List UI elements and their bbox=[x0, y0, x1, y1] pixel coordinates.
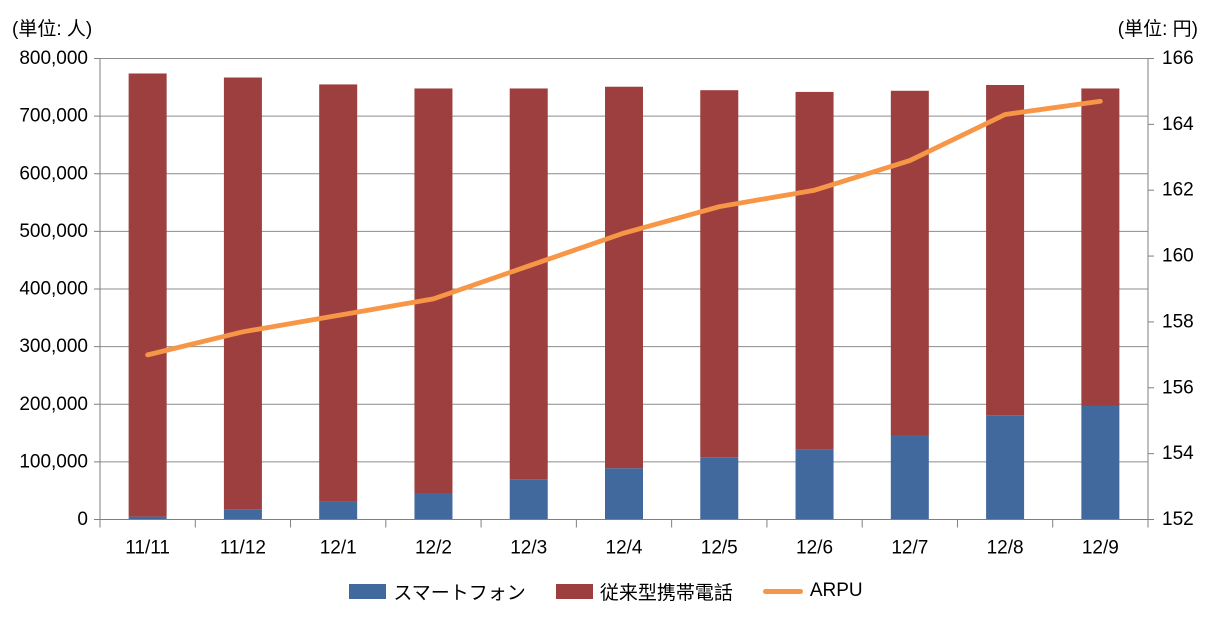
bar-segment-feature-phone bbox=[319, 84, 358, 502]
x-axis-category-label: 12/4 bbox=[606, 538, 643, 559]
legend-label-feature-phone: 従来型携帯電話 bbox=[599, 582, 733, 604]
legend-item-smartphone: スマートフォン bbox=[349, 578, 526, 605]
bar-segment-feature-phone bbox=[128, 73, 167, 517]
bar-segment-feature-phone bbox=[795, 91, 834, 450]
legend-item-feature-phone: 従来型携帯電話 bbox=[555, 578, 733, 605]
bar-segment-smartphone bbox=[795, 449, 834, 520]
right-axis-unit-label: (単位: 円) bbox=[1117, 19, 1198, 40]
bar-segment-smartphone bbox=[890, 435, 929, 520]
left-axis-tick-label: 100,000 bbox=[19, 451, 88, 472]
left-axis-tick-label: 600,000 bbox=[19, 163, 88, 184]
right-axis-tick-label: 158 bbox=[1162, 311, 1194, 332]
bar-segment-smartphone bbox=[509, 479, 548, 520]
right-axis-tick-label: 152 bbox=[1162, 509, 1194, 530]
bar-segment-smartphone bbox=[1081, 405, 1120, 520]
bar-segment-feature-phone bbox=[1081, 88, 1120, 406]
legend-label-arpu: ARPU bbox=[809, 580, 863, 601]
left-axis-tick-label: 300,000 bbox=[19, 336, 88, 357]
bar-segment-smartphone bbox=[223, 509, 262, 520]
bar-segment-feature-phone bbox=[414, 88, 453, 493]
legend-label-smartphone: スマートフォン bbox=[393, 582, 526, 604]
x-axis-category-label: 12/6 bbox=[796, 538, 833, 559]
x-axis-category-label: 12/1 bbox=[320, 538, 357, 559]
right-axis-tick-label: 162 bbox=[1162, 180, 1194, 201]
x-axis-category-label: 12/7 bbox=[891, 538, 928, 559]
left-axis-tick-label: 200,000 bbox=[19, 394, 88, 415]
legend: スマートフォン 従来型携帯電話 ARPU bbox=[0, 576, 1212, 606]
left-axis-tick-label: 400,000 bbox=[19, 279, 88, 300]
legend-swatch-feature-phone bbox=[555, 583, 593, 599]
left-axis-tick-label: 800,000 bbox=[19, 48, 88, 69]
right-axis-tick-label: 154 bbox=[1162, 443, 1194, 464]
left-axis-tick-label: 500,000 bbox=[19, 221, 88, 242]
x-axis-category-label: 12/2 bbox=[415, 538, 452, 559]
right-axis-tick-label: 160 bbox=[1162, 246, 1194, 267]
x-axis-category-label: 12/5 bbox=[701, 538, 738, 559]
x-axis-category-label: 12/9 bbox=[1082, 538, 1119, 559]
right-axis-tick-label: 156 bbox=[1162, 377, 1194, 398]
left-axis-tick-label: 0 bbox=[77, 509, 88, 530]
bar-segment-smartphone bbox=[700, 457, 739, 520]
x-axis-category-label: 12/3 bbox=[510, 538, 547, 559]
right-axis-tick-label: 164 bbox=[1162, 114, 1194, 135]
legend-item-arpu: ARPU bbox=[762, 580, 863, 602]
legend-swatch-smartphone bbox=[349, 583, 387, 599]
bar-segment-smartphone bbox=[605, 468, 643, 520]
bar-segment-smartphone bbox=[986, 415, 1025, 520]
bar-segment-feature-phone bbox=[700, 90, 739, 458]
right-axis-tick-label: 166 bbox=[1162, 48, 1194, 69]
left-axis-unit-label: (単位: 人) bbox=[12, 19, 93, 40]
bar-segment-smartphone bbox=[414, 492, 453, 520]
bar-segment-feature-phone bbox=[986, 85, 1025, 416]
x-axis-category-label: 11/12 bbox=[220, 538, 266, 559]
bar-segment-smartphone bbox=[128, 516, 167, 520]
left-axis-tick-label: 700,000 bbox=[19, 106, 88, 127]
x-axis-category-label: 12/8 bbox=[987, 538, 1024, 559]
bar-segment-smartphone bbox=[319, 501, 358, 520]
bar-segment-feature-phone bbox=[605, 86, 643, 469]
arpu-line bbox=[145, 98, 1103, 358]
bar-segment-feature-phone bbox=[509, 88, 548, 480]
legend-swatch-arpu-line bbox=[762, 588, 803, 594]
bar-segment-feature-phone bbox=[223, 77, 262, 510]
x-axis-category-label: 11/11 bbox=[125, 538, 170, 559]
bar-segment-feature-phone bbox=[890, 90, 929, 436]
